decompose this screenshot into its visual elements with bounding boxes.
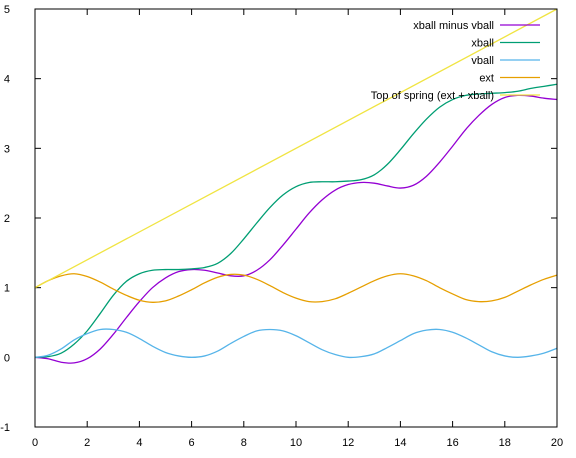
legend-label: xball minus vball [413,20,494,32]
y-tick-label: -1 [0,422,10,434]
series-top-of-spring-line [34,8,558,289]
x-tick-label: 0 [32,437,38,449]
legend-label: xball [471,38,494,50]
x-tick-label: 6 [189,437,195,449]
y-tick-label: 4 [4,74,10,86]
x-tick-label: 18 [499,437,511,449]
y-tick-label: 2 [4,213,10,225]
x-tick-label: 14 [394,437,406,449]
series-lines [34,8,558,364]
plot-frame [34,8,558,428]
y-tick-label: 1 [4,283,10,295]
y-tick-label: 5 [4,4,10,16]
x-tick-label: 12 [342,437,354,449]
y-tick-label: 3 [4,143,10,155]
series-xball-line [34,83,558,358]
y-tick-label: 0 [4,352,10,364]
series-vball-line [34,328,558,359]
legend: xball minus vball xball vball ext Top of spr… [371,20,540,102]
x-tick-label: 4 [136,437,142,449]
legend-label: Top of spring (ext + xball) [371,90,494,102]
x-tick-label: 2 [84,437,90,449]
x-tick-label: 10 [290,437,302,449]
x-tick-label: 16 [446,437,458,449]
series-xball-minus-vball-line [34,94,558,364]
x-tick-label: 20 [551,437,563,449]
series-ext-line [34,273,558,303]
x-tick-label: 8 [241,437,247,449]
legend-label: ext [479,73,494,85]
legend-label: vball [471,55,494,67]
